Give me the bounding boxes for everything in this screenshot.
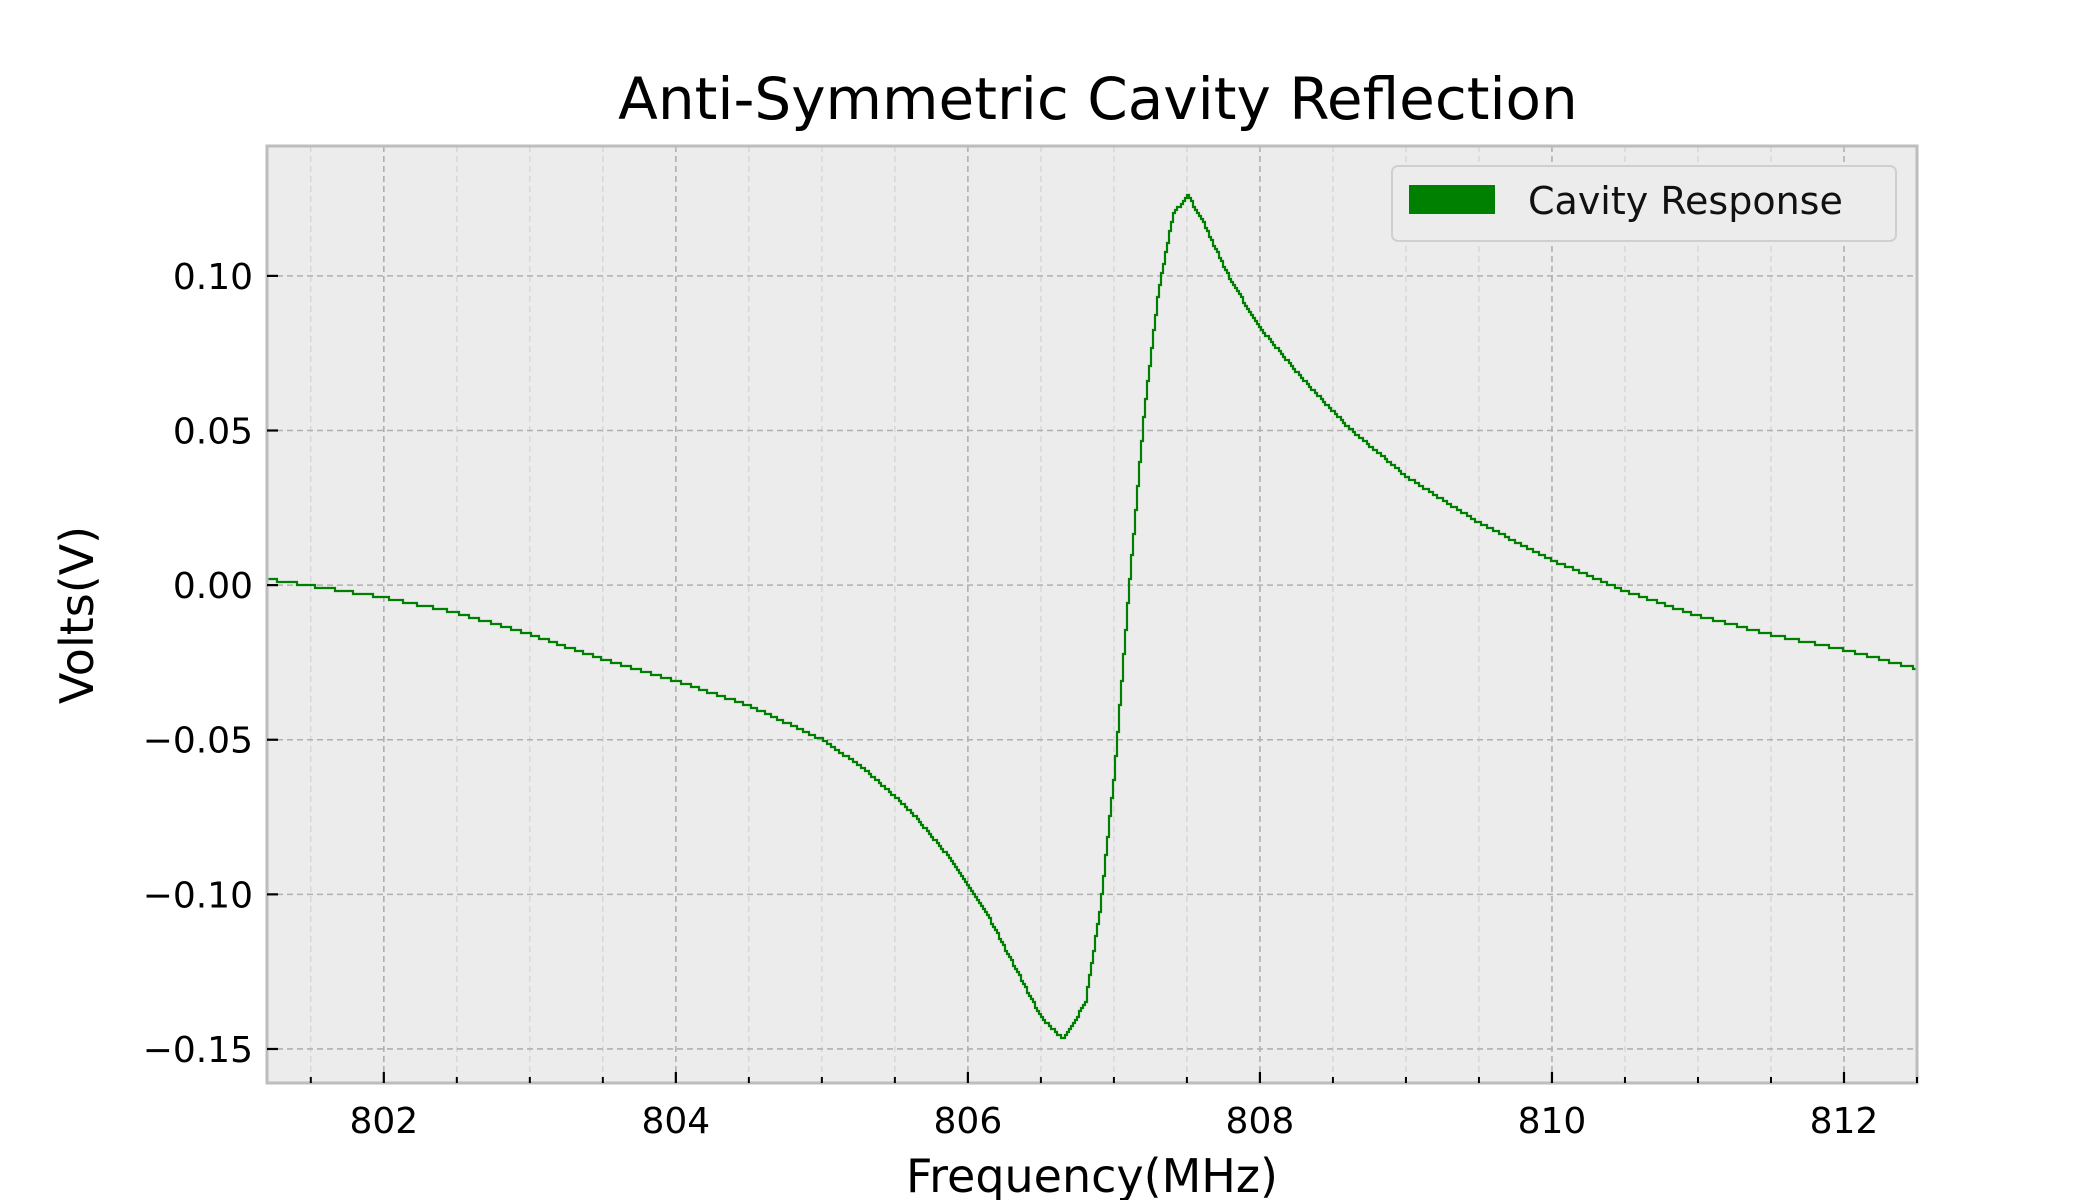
x-tick-label: 812 — [1810, 1101, 1879, 1142]
y-axis-ticks: 0.10 0.05 0.00 −0.05 −0.10 −0.15 — [143, 257, 278, 1071]
x-axis-label: Frequency(MHz) — [906, 1149, 1278, 1200]
chart-title: Anti-Symmetric Cavity Reflection — [618, 65, 1578, 133]
plot-frame — [265, 144, 1919, 1085]
y-tick-label: −0.15 — [143, 1030, 253, 1071]
series-layer — [267, 193, 1917, 1040]
major-gridlines-x — [383, 146, 1845, 1083]
legend-label-cavity-response: Cavity Response — [1528, 179, 1843, 223]
x-axis-ticks: 802 804 806 808 810 812 — [309, 1072, 1918, 1142]
x-tick-label: 804 — [641, 1101, 710, 1142]
y-tick-label: −0.05 — [143, 721, 253, 762]
x-tick-label: 806 — [934, 1101, 1003, 1142]
y-axis-label: Volts(V) — [50, 526, 104, 704]
x-tick-label: 808 — [1226, 1101, 1295, 1142]
legend-swatch-cavity-response — [1409, 185, 1495, 214]
y-tick-label: 0.10 — [173, 257, 253, 298]
legend: Cavity Response — [1391, 165, 1897, 242]
y-tick-label: −0.10 — [143, 875, 253, 916]
series-line-cavity-response — [267, 193, 1917, 1040]
legend-box — [1391, 165, 1897, 242]
x-tick-label: 802 — [349, 1101, 418, 1142]
major-gridlines-y — [267, 275, 1917, 1050]
y-tick-label: 0.00 — [173, 566, 253, 607]
plot-area — [267, 146, 1917, 1083]
x-tick-label: 810 — [1518, 1101, 1587, 1142]
y-tick-label: 0.05 — [173, 412, 253, 453]
